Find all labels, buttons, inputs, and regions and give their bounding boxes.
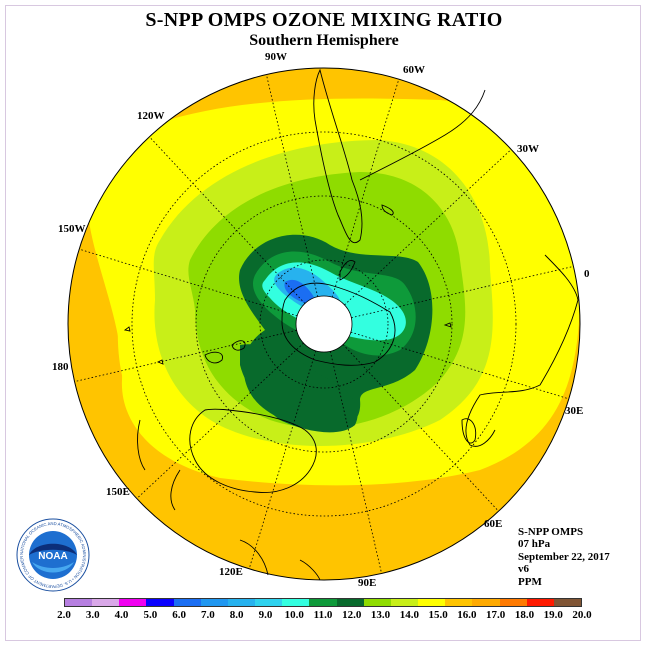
colorbar-segment <box>309 599 337 606</box>
colorbar-tick-label: 5.0 <box>143 609 158 621</box>
colorbar-segment <box>336 599 364 606</box>
colorbar-tick-label: 15.0 <box>428 609 448 621</box>
colorbar-segment <box>499 599 527 606</box>
colorbar-segment <box>92 599 120 606</box>
colorbar-segment <box>363 599 391 606</box>
latitude-circles <box>131 131 517 517</box>
colorbar-tick-label: 8.0 <box>229 609 244 621</box>
noaa-logo: NOAA NATIONAL OCEANIC AND ATMOSPHERIC AD… <box>16 518 90 592</box>
colorbar-segment <box>173 599 201 606</box>
meridian-line <box>149 136 306 304</box>
pressure-level: 07 hPa <box>518 538 551 551</box>
colorbar-tick-label: 10.0 <box>284 609 304 621</box>
colorbar-tick-label: 12.0 <box>342 609 362 621</box>
lon-label-30w: 30W <box>517 143 539 155</box>
meridian-line <box>331 79 400 298</box>
colorbar-segment <box>255 599 283 606</box>
map-subtitle: Southern Hemisphere <box>249 32 399 49</box>
lon-label-90e: 90E <box>358 577 377 589</box>
meridian-line <box>136 342 304 499</box>
colorbar-segment <box>390 599 419 606</box>
lon-label-180: 180 <box>52 361 69 373</box>
colorbar-segment <box>65 599 93 606</box>
units-label: PPM <box>518 575 542 588</box>
meridian-line <box>351 266 574 319</box>
colorbar-segment <box>418 599 446 606</box>
colorbar-tick-label: 13.0 <box>370 609 391 621</box>
colorbar-tick-label: 3.0 <box>85 609 100 621</box>
colorbar-segment <box>119 599 147 606</box>
colorbar <box>64 598 582 607</box>
colorbar-segment <box>200 599 228 606</box>
colorbar-segment <box>553 599 581 606</box>
colorbar-tick-label: 9.0 <box>258 609 273 621</box>
instrument-label: S-NPP OMPS <box>518 526 584 538</box>
lon-label-150e: 150E <box>106 486 130 498</box>
colorbar-segment <box>445 599 473 606</box>
meridian-line <box>74 329 297 382</box>
map-outline <box>67 67 581 581</box>
colorbar-segment <box>282 599 310 606</box>
coastlines <box>123 68 579 581</box>
lon-label-120w: 120W <box>137 110 165 122</box>
colorbar-tick-label: 14.0 <box>399 609 419 621</box>
info-block: S-NPP OMPS 07 hPa September 22, 2017 v6 … <box>518 526 610 588</box>
meridian-line <box>79 248 298 317</box>
meridian-line <box>329 351 382 574</box>
lon-label-150w: 150W <box>58 223 86 235</box>
meridian-line <box>342 344 499 512</box>
lon-label-0: 0 <box>584 268 590 280</box>
colorbar-tick-label: 7.0 <box>201 609 215 621</box>
colorbar-tick-label: 4.0 <box>114 609 129 621</box>
colorbar-tick-label: 19.0 <box>543 609 563 621</box>
colorbar-segment <box>472 599 500 606</box>
colorbar-segment <box>146 599 174 606</box>
polar-void-disk <box>295 295 353 353</box>
page-frame <box>5 5 641 641</box>
meridian-line <box>266 74 319 297</box>
date-label: September 22, 2017 <box>518 550 610 563</box>
map-title: S-NPP OMPS OZONE MIXING RATIO <box>145 9 503 31</box>
meridian-line <box>248 350 317 569</box>
lon-label-60w: 60W <box>403 64 425 76</box>
meridian-line <box>344 149 512 306</box>
colorbar-tick-label: 2.0 <box>57 609 71 621</box>
logo-text: NOAA <box>38 551 67 562</box>
lon-label-90w: 90W <box>265 51 287 63</box>
lon-label-120e: 120E <box>219 566 243 578</box>
lon-label-30e: 30E <box>565 405 584 417</box>
colorbar-segment <box>227 599 256 606</box>
colorbar-tick-label: 6.0 <box>172 609 186 621</box>
colorbar-tick-label: 16.0 <box>457 609 477 621</box>
colorbar-tick-label: 17.0 <box>486 609 506 621</box>
colorbar-segment <box>526 599 554 606</box>
version-label: v6 <box>518 563 529 576</box>
colorbar-tick-label: 11.0 <box>313 609 333 621</box>
lon-label-60e: 60E <box>484 518 503 530</box>
meridian-lines <box>74 74 574 574</box>
colorbar-tick-label: 18.0 <box>514 609 535 621</box>
colorbar-tick-label: 20.0 <box>572 609 592 621</box>
